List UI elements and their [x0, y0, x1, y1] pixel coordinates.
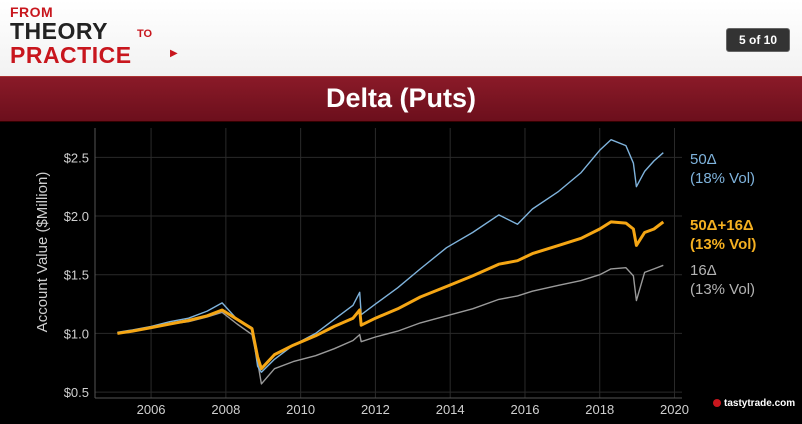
tastytrade-logo: tastytrade.com — [713, 398, 795, 409]
legend-50-delta: 50Δ (18% Vol) — [690, 150, 755, 188]
legend-16-delta-vol: (13% Vol) — [690, 281, 756, 298]
page-indicator: 5 of 10 — [726, 28, 790, 52]
logo-from: FROM — [10, 4, 54, 20]
account-value-chart: $0.5 $1.0 $1.5 $2.0 $2.5 2006 2008 2010 2012 2014… — [34, 128, 689, 417]
legend-16-delta-name: 16Δ — [690, 262, 717, 279]
legend-50-16-delta: 50Δ+16Δ (13% Vol) — [690, 216, 756, 254]
y-tick-label: $1.0 — [64, 326, 89, 341]
logo-practice: PRACTICE — [10, 42, 132, 68]
legend-16-delta: 16Δ (13% Vol) — [690, 261, 755, 299]
x-tick-label: 2018 — [585, 402, 614, 417]
x-tick-label: 2008 — [211, 402, 240, 417]
tastytrade-dot-icon — [713, 399, 721, 408]
brand-text: tastytrade.com — [724, 398, 796, 409]
series-50-16-delta-line — [117, 220, 665, 371]
x-tick-label: 2016 — [511, 402, 540, 417]
x-tick-label: 2012 — [361, 402, 390, 417]
x-tick-label: 2020 — [660, 402, 689, 417]
y-tick-label: $0.5 — [64, 385, 89, 400]
legend-50-16-delta-name: 50Δ+16Δ — [690, 217, 754, 234]
from-theory-to-practice-logo: FROM THEORY TO PRACTICE ▶ — [10, 4, 200, 70]
logo-theory: THEORY — [10, 18, 108, 44]
x-tick-label: 2014 — [436, 402, 465, 417]
y-axis-label: Account Value ($Million) — [34, 172, 51, 333]
x-tick-label: 2006 — [137, 402, 166, 417]
legend-50-16-delta-vol: (13% Vol) — [690, 236, 757, 253]
legend-50-delta-vol: (18% Vol) — [690, 170, 756, 187]
y-tick-label: $2.5 — [64, 150, 89, 165]
play-arrow-icon: ▶ — [170, 48, 178, 59]
y-tick-label: $1.5 — [64, 268, 89, 283]
legend-50-delta-name: 50Δ — [690, 151, 717, 168]
series-50-delta-line — [117, 139, 664, 373]
title-bar: Delta (Puts) — [0, 76, 802, 122]
series-16-delta-line — [117, 264, 664, 385]
logo-to: TO — [137, 28, 153, 40]
slide-header: FROM THEORY TO PRACTICE ▶ 5 of 10 — [0, 0, 802, 76]
x-tick-label: 2010 — [286, 402, 315, 417]
slide-title: Delta (Puts) — [325, 83, 477, 113]
y-tick-label: $2.0 — [64, 209, 89, 224]
